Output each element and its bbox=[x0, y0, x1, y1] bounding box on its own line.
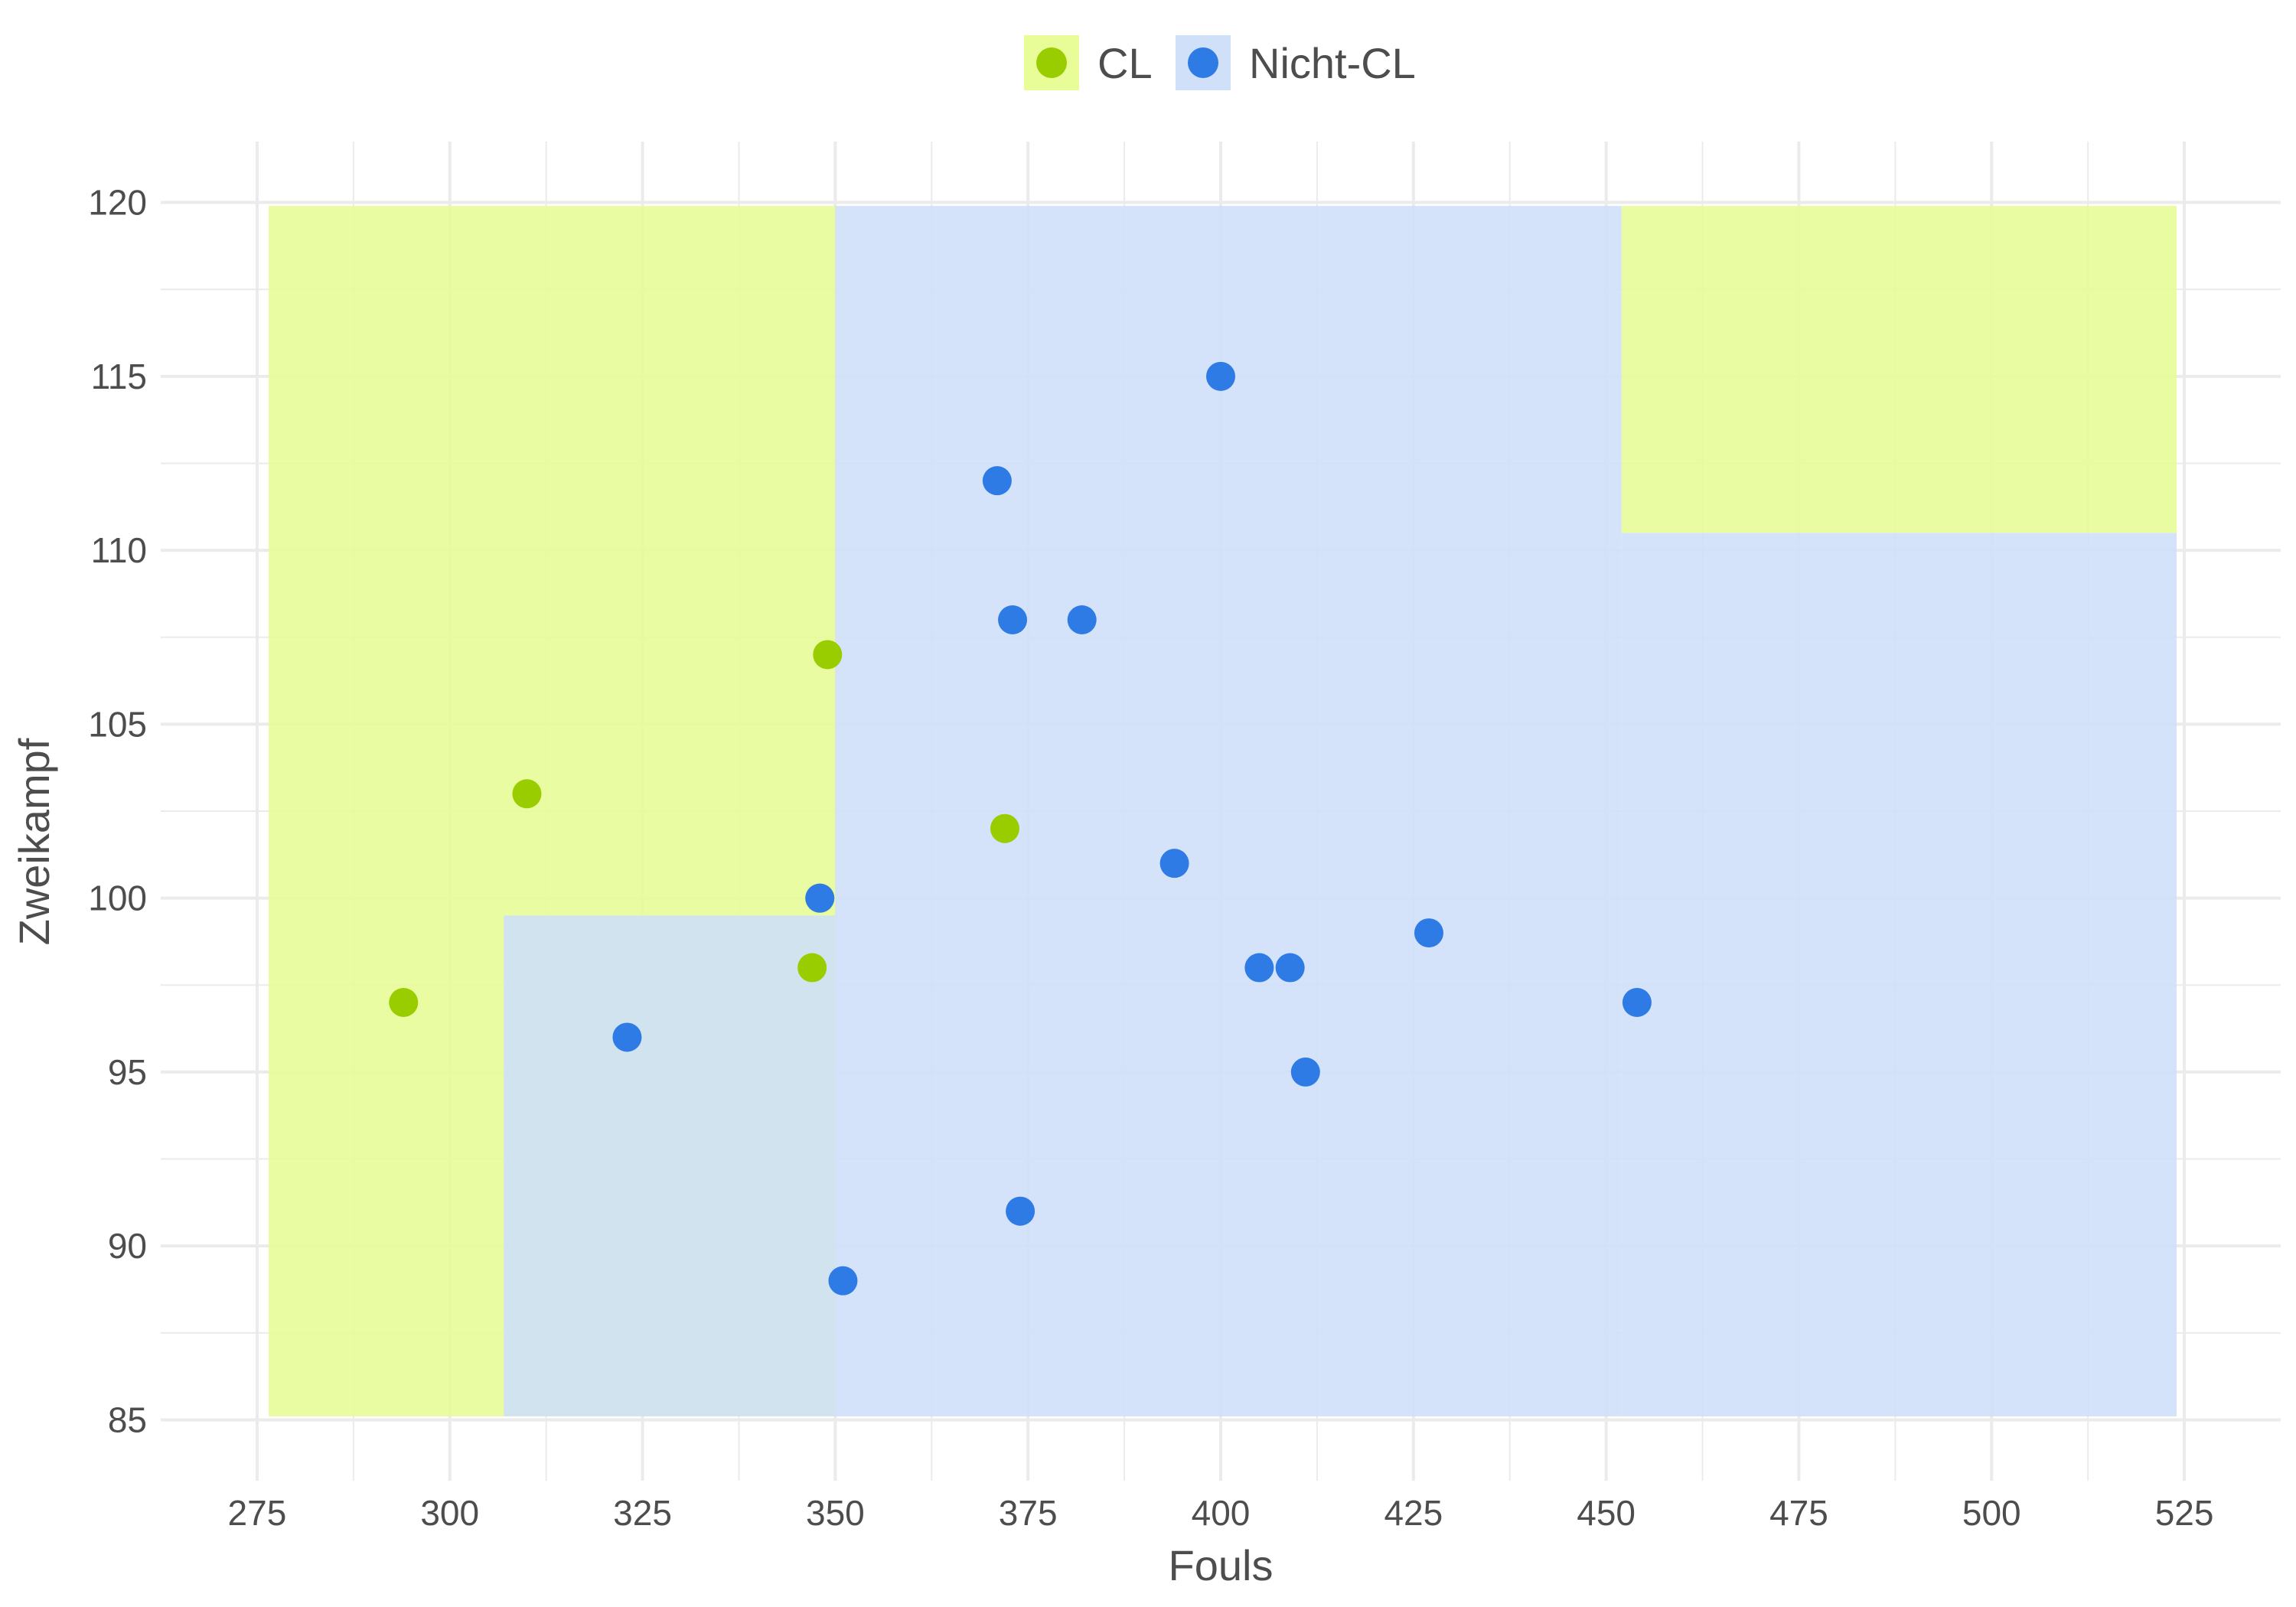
legend: CL Nicht-CL bbox=[1024, 35, 1416, 90]
x-tick-label: 425 bbox=[1384, 1493, 1443, 1533]
decision-regions bbox=[269, 206, 2177, 1416]
point-nicht-cl bbox=[805, 883, 835, 913]
y-tick-label: 95 bbox=[108, 1052, 147, 1092]
x-tick-label: 375 bbox=[999, 1493, 1058, 1533]
point-nicht-cl bbox=[1414, 918, 1443, 948]
y-tick-label: 110 bbox=[91, 530, 147, 570]
plot-panel bbox=[161, 142, 2281, 1481]
point-cl bbox=[990, 813, 1019, 843]
data-points bbox=[389, 361, 1652, 1296]
legend-label-cl: CL bbox=[1097, 39, 1153, 87]
y-axis-tick-labels: 85 90 95 100 105 110 115 120 bbox=[88, 183, 147, 1440]
x-tick-label: 300 bbox=[420, 1493, 479, 1533]
x-tick-label: 525 bbox=[2155, 1493, 2214, 1533]
point-nicht-cl bbox=[982, 466, 1012, 496]
point-nicht-cl bbox=[998, 605, 1028, 634]
point-nicht-cl bbox=[612, 1022, 642, 1052]
legend-marker-nicht-cl bbox=[1188, 47, 1218, 78]
x-tick-label: 275 bbox=[228, 1493, 287, 1533]
region-cl bbox=[1621, 206, 2177, 533]
point-cl bbox=[512, 779, 542, 809]
point-nicht-cl bbox=[1275, 953, 1305, 983]
region-nicht-cl bbox=[835, 206, 1622, 1416]
x-tick-label: 475 bbox=[1769, 1493, 1828, 1533]
x-axis-title: Fouls bbox=[1169, 1541, 1274, 1589]
point-nicht-cl bbox=[1290, 1057, 1320, 1087]
y-tick-label: 120 bbox=[88, 183, 147, 223]
x-tick-label: 450 bbox=[1577, 1493, 1636, 1533]
y-tick-label: 85 bbox=[108, 1400, 147, 1439]
point-cl bbox=[389, 988, 419, 1017]
point-nicht-cl bbox=[828, 1266, 858, 1296]
y-tick-label: 100 bbox=[88, 878, 147, 918]
region-nicht-cl bbox=[504, 915, 836, 1416]
y-tick-label: 115 bbox=[91, 357, 147, 396]
legend-label-nicht-cl: Nicht-CL bbox=[1249, 39, 1416, 87]
x-tick-label: 400 bbox=[1192, 1493, 1251, 1533]
x-tick-label: 325 bbox=[613, 1493, 672, 1533]
legend-marker-cl bbox=[1036, 47, 1067, 78]
x-tick-label: 350 bbox=[806, 1493, 865, 1533]
point-cl bbox=[797, 953, 827, 983]
y-axis-title: Zweikampf bbox=[10, 738, 58, 945]
point-nicht-cl bbox=[1206, 361, 1235, 391]
y-tick-label: 105 bbox=[88, 704, 147, 744]
x-axis-tick-labels: 275 300 325 350 375 400 425 450 475 500 525 bbox=[228, 1493, 2214, 1533]
y-tick-label: 90 bbox=[108, 1226, 147, 1266]
point-nicht-cl bbox=[1622, 988, 1652, 1017]
point-nicht-cl bbox=[1067, 605, 1097, 634]
point-nicht-cl bbox=[1006, 1196, 1035, 1226]
point-nicht-cl bbox=[1244, 953, 1274, 983]
region-nicht-cl bbox=[1621, 533, 2177, 1416]
point-nicht-cl bbox=[1159, 849, 1189, 878]
x-tick-label: 500 bbox=[1962, 1493, 2021, 1533]
point-cl bbox=[813, 640, 843, 670]
